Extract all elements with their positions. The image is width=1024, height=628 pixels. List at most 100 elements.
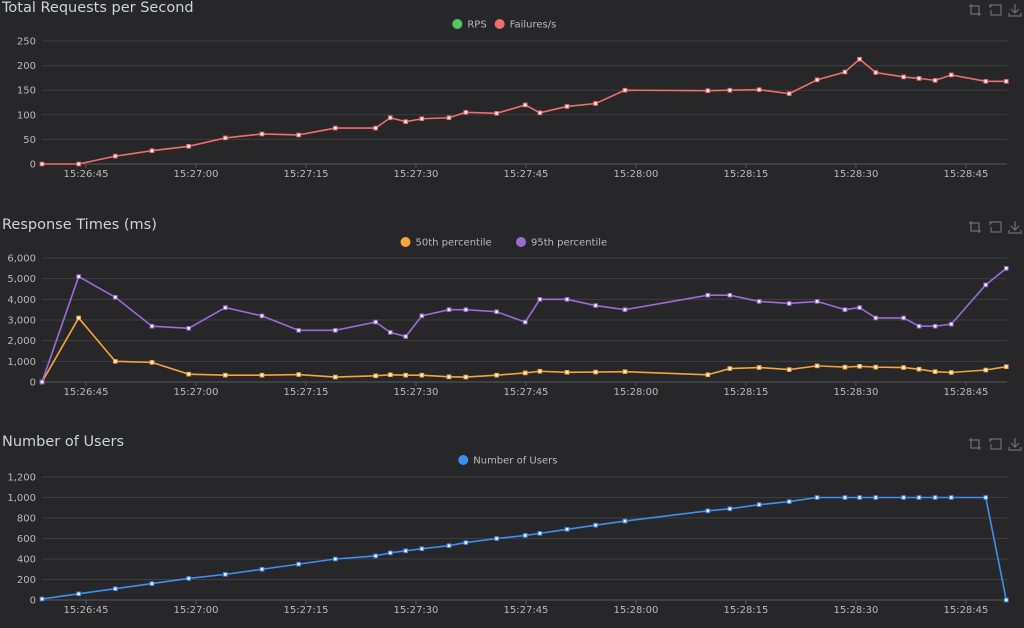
data-point[interactable] xyxy=(373,125,378,131)
data-point[interactable] xyxy=(403,334,409,339)
data-point[interactable] xyxy=(39,596,45,602)
data-point[interactable] xyxy=(419,313,425,319)
data-point[interactable] xyxy=(901,74,906,80)
data-point[interactable] xyxy=(373,319,378,325)
data-point[interactable] xyxy=(149,581,155,586)
data-point[interactable] xyxy=(522,533,528,538)
data-point[interactable] xyxy=(113,294,118,300)
data-point[interactable] xyxy=(622,87,628,93)
data-point[interactable] xyxy=(727,292,733,298)
data-point[interactable] xyxy=(446,307,452,312)
data-point[interactable] xyxy=(705,292,711,298)
data-point[interactable] xyxy=(373,553,378,559)
data-point[interactable] xyxy=(296,561,301,567)
data-point[interactable] xyxy=(564,369,570,375)
data-point[interactable] xyxy=(983,495,989,500)
data-point[interactable] xyxy=(388,372,393,378)
data-point[interactable] xyxy=(814,495,820,500)
data-point[interactable] xyxy=(948,321,954,327)
data-point[interactable] xyxy=(814,363,820,369)
data-point[interactable] xyxy=(537,297,543,302)
data-point[interactable] xyxy=(727,87,733,93)
data-point[interactable] xyxy=(916,76,922,81)
data-point[interactable] xyxy=(916,495,922,500)
data-point[interactable] xyxy=(857,495,862,500)
data-point[interactable] xyxy=(873,364,879,370)
data-point[interactable] xyxy=(76,161,81,167)
data-point[interactable] xyxy=(403,548,409,554)
data-point[interactable] xyxy=(39,379,45,385)
download-icon[interactable] xyxy=(1008,437,1022,451)
data-point[interactable] xyxy=(932,323,938,329)
data-point[interactable] xyxy=(333,556,338,562)
data-point[interactable] xyxy=(223,305,228,310)
data-point[interactable] xyxy=(76,315,81,321)
data-point[interactable] xyxy=(522,319,528,325)
data-point[interactable] xyxy=(463,540,469,545)
data-point[interactable] xyxy=(463,374,469,380)
data-point[interactable] xyxy=(223,372,228,378)
data-point[interactable] xyxy=(932,78,938,83)
data-point[interactable] xyxy=(756,87,762,93)
data-point[interactable] xyxy=(622,518,628,524)
data-point[interactable] xyxy=(857,305,862,310)
data-point[interactable] xyxy=(113,153,118,159)
data-point[interactable] xyxy=(756,502,762,507)
data-point[interactable] xyxy=(593,303,598,308)
data-point[interactable] xyxy=(916,366,922,372)
download-icon[interactable] xyxy=(1008,3,1022,17)
data-point[interactable] xyxy=(786,301,792,306)
legend-item[interactable]: Number of Users xyxy=(458,455,557,467)
data-point[interactable] xyxy=(873,495,879,500)
data-point[interactable] xyxy=(494,372,499,378)
data-point[interactable] xyxy=(948,495,954,500)
data-point[interactable] xyxy=(419,546,425,552)
data-point[interactable] xyxy=(873,70,879,75)
data-point[interactable] xyxy=(522,370,528,376)
data-point[interactable] xyxy=(223,572,228,577)
data-point[interactable] xyxy=(983,79,989,84)
data-point[interactable] xyxy=(983,367,989,373)
legend-item[interactable]: 50th percentile xyxy=(400,237,492,249)
zoom-icon[interactable] xyxy=(968,3,982,17)
data-point[interactable] xyxy=(494,111,499,116)
data-point[interactable] xyxy=(388,330,393,335)
data-point[interactable] xyxy=(186,143,191,149)
data-point[interactable] xyxy=(186,371,191,377)
data-point[interactable] xyxy=(842,69,848,75)
data-point[interactable] xyxy=(446,543,452,548)
data-point[interactable] xyxy=(463,110,469,115)
data-point[interactable] xyxy=(727,506,733,512)
data-point[interactable] xyxy=(705,88,711,93)
data-point[interactable] xyxy=(149,360,155,365)
data-point[interactable] xyxy=(113,359,118,364)
data-point[interactable] xyxy=(388,550,393,556)
data-point[interactable] xyxy=(446,374,452,380)
data-point[interactable] xyxy=(932,495,938,500)
restore-icon[interactable] xyxy=(988,220,1002,234)
data-point[interactable] xyxy=(948,370,954,375)
data-point[interactable] xyxy=(259,372,265,378)
data-point[interactable] xyxy=(814,77,820,83)
data-point[interactable] xyxy=(727,366,733,371)
data-point[interactable] xyxy=(373,373,378,379)
data-point[interactable] xyxy=(786,91,792,96)
data-point[interactable] xyxy=(296,328,301,333)
data-point[interactable] xyxy=(857,56,862,62)
data-point[interactable] xyxy=(296,132,301,138)
legend-item[interactable]: Failures/s xyxy=(494,19,557,31)
data-point[interactable] xyxy=(186,576,191,581)
legend-item[interactable]: RPS xyxy=(452,19,487,31)
data-point[interactable] xyxy=(419,116,425,122)
data-point[interactable] xyxy=(786,499,792,504)
data-point[interactable] xyxy=(522,102,528,108)
data-point[interactable] xyxy=(76,274,81,279)
data-point[interactable] xyxy=(39,161,45,167)
data-point[interactable] xyxy=(857,363,862,369)
data-point[interactable] xyxy=(901,365,906,370)
zoom-icon[interactable] xyxy=(968,437,982,451)
data-point[interactable] xyxy=(948,72,954,78)
restore-icon[interactable] xyxy=(988,3,1002,17)
data-point[interactable] xyxy=(259,131,265,137)
data-point[interactable] xyxy=(756,299,762,304)
